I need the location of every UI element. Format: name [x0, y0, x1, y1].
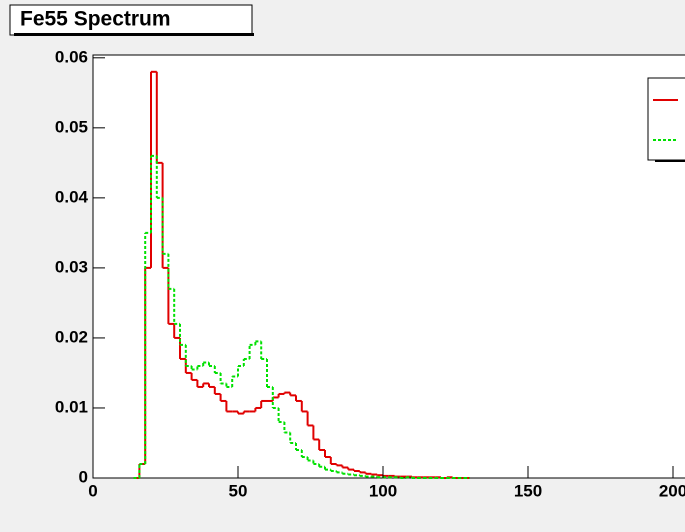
- y-tick-label: 0.05: [55, 117, 88, 136]
- histogram-series: [133, 70, 470, 479]
- y-tick-label: 0.01: [55, 397, 88, 416]
- plot-frame: [92, 54, 685, 479]
- x-tick-label: 150: [514, 481, 542, 500]
- title-shadow: [14, 33, 254, 36]
- legend-box: [647, 77, 685, 161]
- y-tick-label: 0.04: [55, 187, 89, 206]
- x-tick-label: 0: [88, 481, 97, 500]
- x-tick-label: 100: [369, 481, 397, 500]
- y-tick-label: 0.06: [55, 47, 88, 66]
- x-tick-label: 50: [229, 481, 248, 500]
- y-tick-label: 0.02: [55, 327, 88, 346]
- histogram-series: [133, 154, 470, 479]
- y-tick-label: 0: [79, 467, 88, 486]
- y-tick-label: 0.03: [55, 257, 88, 276]
- x-tick-label: 200: [659, 481, 685, 500]
- chart-title: Fe55 Spectrum: [20, 8, 171, 31]
- title-box: [9, 4, 253, 36]
